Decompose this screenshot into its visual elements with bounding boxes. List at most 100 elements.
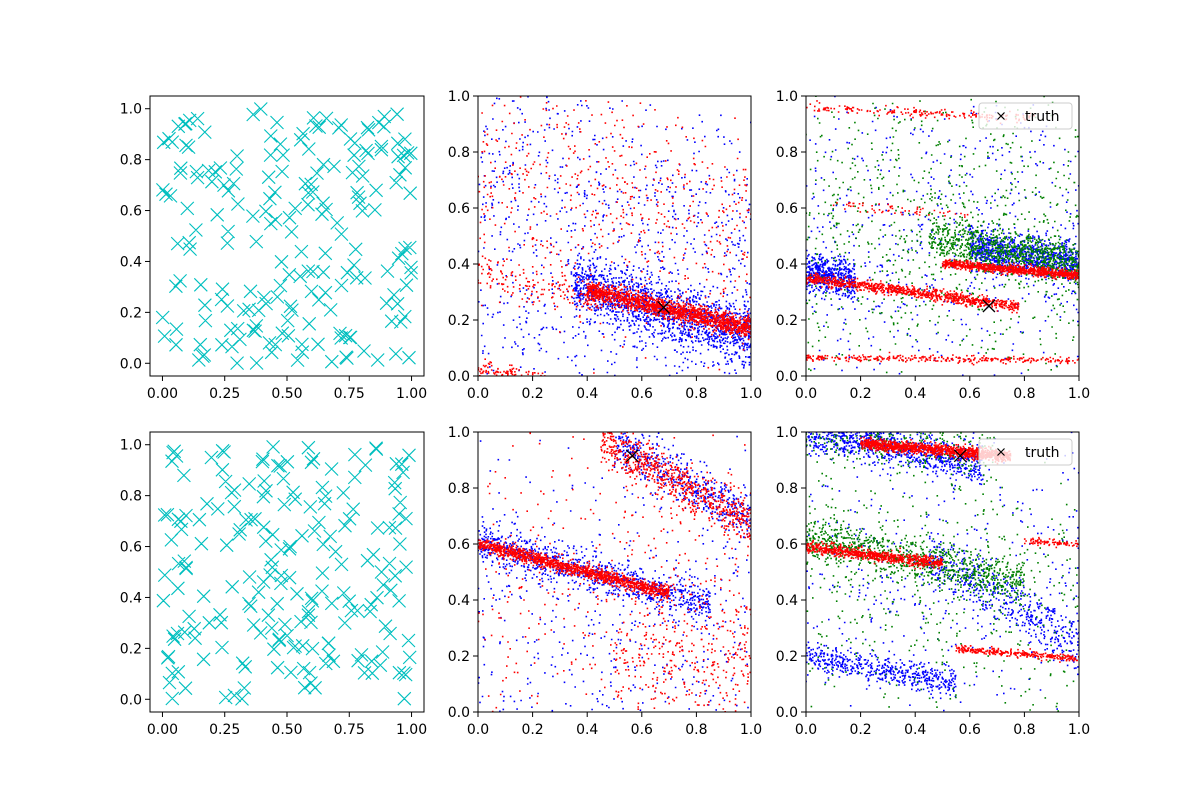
y-tick-label: 0.0 — [448, 705, 470, 721]
x-tick-label: 1.00 — [396, 386, 427, 402]
legend-marker — [997, 112, 1005, 120]
data-points — [806, 432, 1079, 712]
data-points — [156, 440, 417, 706]
dot-markers — [806, 96, 1079, 374]
dot-markers — [478, 96, 751, 376]
legend: truth — [978, 102, 1073, 130]
subplot-bottom-left: 0.00 0.25 0.50 0.75 1.00 0.0 0.2 0.4 0.6 0.8 1.0 — [120, 431, 427, 738]
axes-frame — [477, 431, 752, 713]
y-tick-label: 1.0 — [776, 425, 798, 441]
series-0 — [156, 440, 417, 706]
y-tick-label: 1.0 — [448, 425, 470, 441]
series-1 — [806, 96, 1079, 374]
truth-marker — [625, 449, 639, 463]
x-tick-label: 0.0 — [795, 722, 817, 738]
x-markers — [156, 440, 417, 706]
y-tick-label: 0.8 — [448, 481, 470, 497]
x-tick-label: 0.6 — [959, 722, 981, 738]
y-tick-label: 1.0 — [120, 438, 142, 454]
series-1 — [478, 96, 751, 376]
x-tick-label: 0.8 — [1013, 722, 1035, 738]
x-tick-label: 0.8 — [685, 722, 707, 738]
x-tick-label: 0.6 — [631, 722, 653, 738]
axes-frame — [477, 95, 752, 377]
data-points — [155, 102, 419, 370]
y-tick-label: 0.2 — [776, 649, 798, 665]
y-tick-label: 0.2 — [448, 313, 470, 329]
y-tick-label: 0.0 — [120, 356, 142, 372]
x-tick-label: 0.4 — [904, 386, 926, 402]
x-tick-label: 0.0 — [467, 386, 489, 402]
y-tick-label: 0.6 — [120, 540, 142, 556]
x-tick-label: 0.6 — [959, 386, 981, 402]
x-tick-label: 1.0 — [740, 722, 762, 738]
y-tick-label: 0.2 — [120, 641, 142, 657]
y-tick-label: 1.0 — [120, 102, 142, 118]
x-tick-label: 0.2 — [849, 722, 871, 738]
legend-marker — [997, 448, 1005, 456]
y-tick-label: 0.8 — [776, 481, 798, 497]
y-tick-label: 0.4 — [448, 593, 470, 609]
subplot-bottom-right: 0.0 0.2 0.4 0.6 0.8 1.0 0.0 0.2 0.4 0.6 0.8 1.0 trut… — [776, 425, 1090, 738]
x-tick-label: 0.25 — [209, 722, 240, 738]
subplot-bottom-middle: 0.0 0.2 0.4 0.6 0.8 1.0 0.0 0.2 0.4 0.6 0.8 1.0 — [448, 425, 762, 738]
x-tick-label: 1.00 — [396, 722, 427, 738]
x-tick-label: 0.2 — [521, 722, 543, 738]
data-points — [478, 96, 751, 376]
x-tick-label: 0.4 — [576, 722, 598, 738]
subplot-top-left: 0.00 0.25 0.50 0.75 1.00 0.0 0.2 0.4 0.6 0.8 1.0 — [120, 95, 427, 402]
subplot-top-middle: 0.0 0.2 0.4 0.6 0.8 1.0 0.0 0.2 0.4 0.6 0.8 1.0 — [448, 89, 762, 402]
y-tick-label: 0.4 — [120, 590, 142, 606]
y-tick-label: 0.6 — [776, 537, 798, 553]
y-tick-label: 0.0 — [448, 369, 470, 385]
legend-box — [978, 102, 1073, 130]
data-points — [478, 432, 751, 712]
y-tick-label: 0.4 — [776, 257, 798, 273]
truth-marker — [953, 449, 967, 463]
series-0 — [155, 102, 419, 370]
x-tick-label: 1.0 — [1068, 386, 1090, 402]
y-tick-label: 0.8 — [776, 145, 798, 161]
y-tick-label: 0.6 — [448, 537, 470, 553]
legend-label: truth — [1025, 109, 1059, 125]
dot-markers — [806, 100, 1079, 366]
y-tick-label: 0.8 — [448, 145, 470, 161]
dot-markers — [478, 432, 751, 712]
x-tick-label: 0.75 — [334, 386, 365, 402]
legend: truth — [978, 438, 1073, 466]
y-tick-label: 0.4 — [448, 257, 470, 273]
x-tick-label: 0.25 — [209, 386, 240, 402]
x-tick-label: 0.00 — [147, 722, 178, 738]
axes-frame — [805, 95, 1080, 377]
y-tick-label: 0.2 — [776, 313, 798, 329]
truth-marker — [657, 300, 671, 314]
y-tick-label: 0.6 — [776, 201, 798, 217]
dot-markers — [806, 96, 1079, 376]
subplot-top-right: 0.0 0.2 0.4 0.6 0.8 1.0 0.0 0.2 0.4 0.6 0.8 1.0 trut… — [776, 89, 1090, 402]
data-points — [806, 96, 1079, 376]
x-tick-label: 0.6 — [631, 386, 653, 402]
x-tick-label: 0.8 — [1013, 386, 1035, 402]
truth-marker — [982, 299, 996, 313]
y-tick-label: 1.0 — [776, 89, 798, 105]
y-tick-label: 0.0 — [120, 692, 142, 708]
x-tick-label: 0.4 — [904, 722, 926, 738]
series-0 — [806, 96, 1079, 376]
x-tick-label: 0.50 — [271, 386, 302, 402]
x-markers — [155, 102, 419, 370]
dot-markers — [806, 432, 1079, 712]
dot-markers — [478, 96, 751, 376]
x-tick-label: 0.0 — [467, 722, 489, 738]
y-tick-label: 0.4 — [776, 593, 798, 609]
y-tick-label: 0.2 — [448, 649, 470, 665]
y-tick-label: 0.6 — [448, 201, 470, 217]
legend-label: truth — [1025, 445, 1059, 461]
y-tick-label: 0.0 — [776, 369, 798, 385]
series-1 — [806, 432, 1079, 712]
y-tick-label: 0.2 — [120, 305, 142, 321]
x-tick-label: 1.0 — [740, 386, 762, 402]
axes-frame — [805, 431, 1080, 713]
y-tick-label: 0.8 — [120, 153, 142, 169]
x-tick-label: 1.0 — [1068, 722, 1090, 738]
